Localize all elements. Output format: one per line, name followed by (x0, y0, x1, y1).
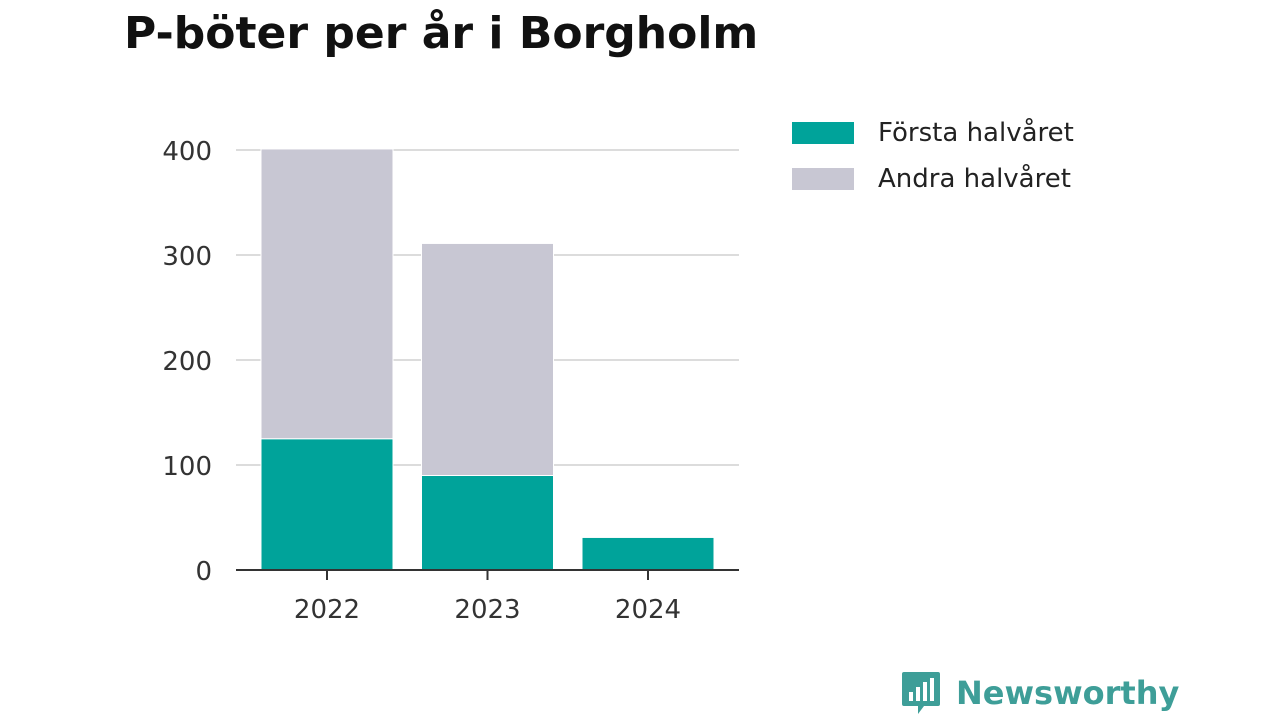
legend-swatch-first-half (792, 122, 854, 144)
axes: 0 100 200 300 400 2022 2023 2024 (162, 137, 739, 625)
x-tick-label-2024: 2024 (615, 595, 681, 625)
x-tick-label-2023: 2023 (454, 595, 520, 625)
y-tick-label-300: 300 (162, 242, 212, 272)
legend-label-first-half: Första halvåret (878, 118, 1074, 148)
bars (260, 148, 715, 571)
legend-swatch-second-half (792, 168, 854, 190)
newsworthy-logo: Newsworthy (900, 670, 1179, 716)
y-tick-label-200: 200 (162, 347, 212, 377)
legend-item-first-half: Första halvåret (792, 116, 1074, 150)
newsworthy-logo-text: Newsworthy (956, 674, 1180, 712)
chart-title: P-böter per år i Borgholm (124, 8, 759, 59)
bar-2023-series-1 (421, 242, 554, 476)
legend-label-second-half: Andra halvåret (878, 164, 1071, 194)
legend-item-second-half: Andra halvåret (792, 162, 1074, 196)
bar-2022-series-0 (260, 438, 394, 571)
legend: Första halvåret Andra halvåret (792, 116, 1074, 208)
bar-2024-series-0 (581, 536, 715, 571)
bar-2023-series-0 (421, 475, 554, 571)
y-tick-label-0: 0 (195, 557, 212, 587)
y-tick-label-100: 100 (162, 452, 212, 482)
x-tick-label-2022: 2022 (294, 595, 360, 625)
bar-2022-series-1 (260, 148, 394, 440)
newsworthy-logo-icon (902, 672, 940, 714)
y-tick-label-400: 400 (162, 137, 212, 167)
